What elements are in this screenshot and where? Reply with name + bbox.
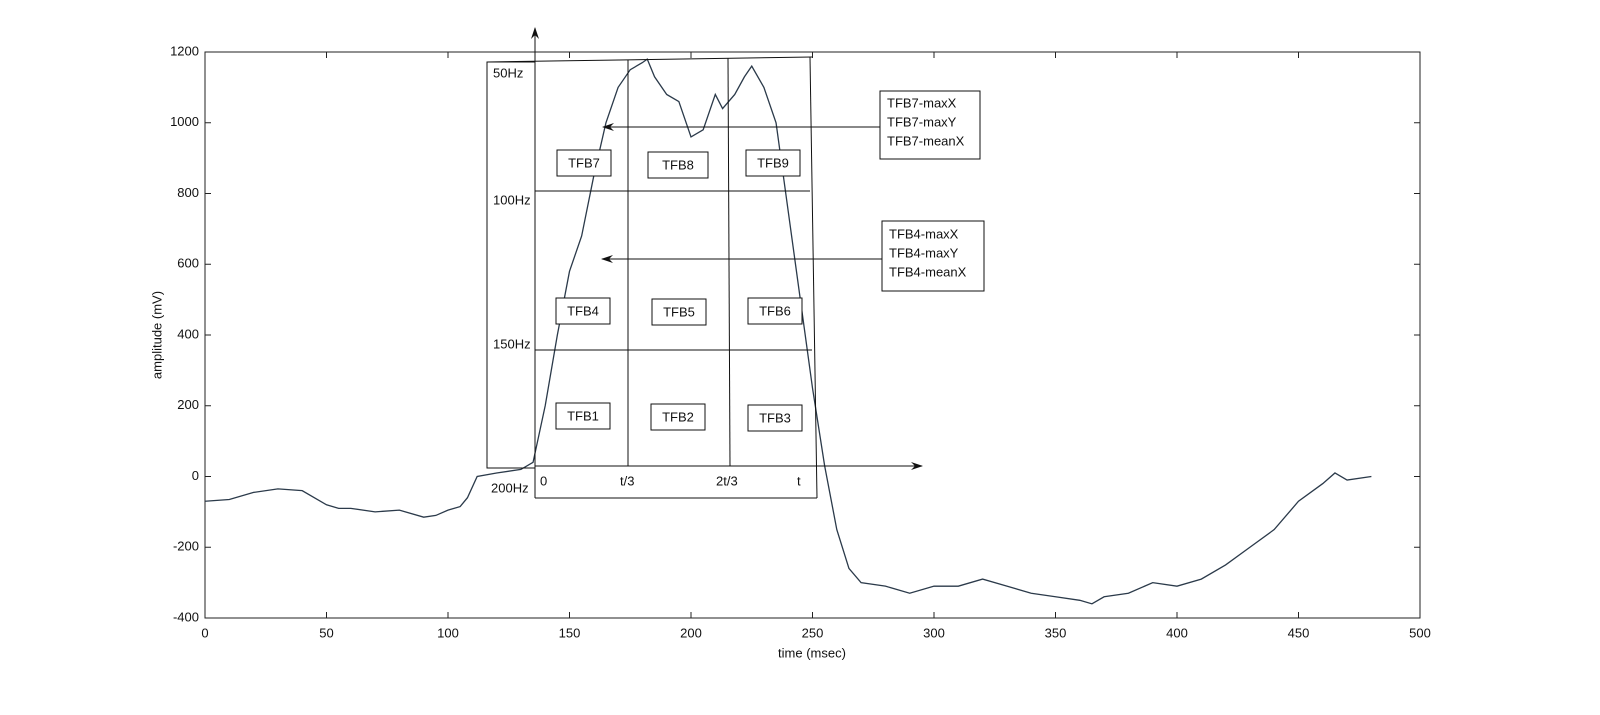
block-label: TFB8 [662, 157, 694, 172]
x-tick-label: 450 [1288, 625, 1310, 640]
y-tick-label: 200 [177, 397, 199, 412]
block-box [745, 149, 801, 177]
block-label: TFB7 [568, 155, 600, 170]
block-box [650, 403, 706, 431]
x-tick-label: 200 [680, 625, 702, 640]
x-tick-label: 100 [437, 625, 459, 640]
freq-label: 50Hz [493, 65, 523, 80]
x-axis-label: time (msec) [778, 645, 846, 660]
x-tick-label: 500 [1409, 625, 1431, 640]
y-tick-label: 800 [177, 185, 199, 200]
time-label: 0 [540, 473, 547, 488]
x-tick-label: 50 [319, 625, 333, 640]
block-box [556, 149, 612, 177]
freq-label: 150Hz [493, 336, 531, 351]
block-box [747, 404, 803, 432]
grid-edge [486, 56, 813, 63]
callout-text: TFB7-meanX [887, 133, 965, 148]
block-box [651, 298, 707, 326]
freq-box [486, 61, 536, 469]
time-label: t [797, 473, 801, 488]
callout-text: TFB4-maxY [889, 245, 959, 260]
x-tick-label: 250 [802, 625, 824, 640]
callout-text: TFB4-meanX [889, 264, 967, 279]
time-label: t/3 [620, 473, 634, 488]
y-tick-label: -200 [173, 539, 199, 554]
block-label: TFB6 [759, 303, 791, 318]
callout-text: TFB7-maxY [887, 114, 957, 129]
grid-edge [727, 57, 731, 467]
freq-label: 100Hz [493, 192, 531, 207]
plot-frame [204, 51, 1421, 619]
time-label: 2t/3 [716, 473, 738, 488]
y-axis-label: amplitude (mV) [149, 291, 164, 379]
block-label: TFB2 [662, 409, 694, 424]
overlay: TFB7-maxX TFB7-maxY TFB7-meanX TFB4-maxX… [486, 27, 985, 499]
line [204, 58, 1372, 605]
x-tick-label: 300 [923, 625, 945, 640]
x-tick-label: 350 [1045, 625, 1067, 640]
block-label: TFB9 [757, 155, 789, 170]
y-tick-label: 400 [177, 326, 199, 341]
block-label: TFB1 [567, 408, 599, 423]
block-box [555, 297, 611, 325]
x-tick-label: 150 [559, 625, 581, 640]
block-label: TFB3 [759, 410, 791, 425]
y-tick-label: 1200 [170, 43, 199, 58]
grid-edge [809, 56, 818, 499]
block-label: TFB5 [663, 304, 695, 319]
y-tick-label: 0 [192, 468, 199, 483]
y-tick-label: -400 [173, 609, 199, 624]
block-box [647, 151, 709, 179]
series [204, 58, 1372, 605]
callout-text: TFB4-maxX [889, 226, 959, 241]
block-box [747, 297, 803, 325]
y-tick-label: 600 [177, 256, 199, 271]
x-tick-label: 0 [201, 625, 208, 640]
callout-text: TFB7-maxX [887, 95, 957, 110]
freq-label: 200Hz [491, 480, 529, 495]
callout-box [879, 90, 981, 160]
y-tick-label: 1000 [170, 114, 199, 129]
callout-box [881, 220, 985, 292]
x-tick-label: 400 [1166, 625, 1188, 640]
block-label: TFB4 [567, 303, 599, 318]
block-box [555, 402, 611, 430]
